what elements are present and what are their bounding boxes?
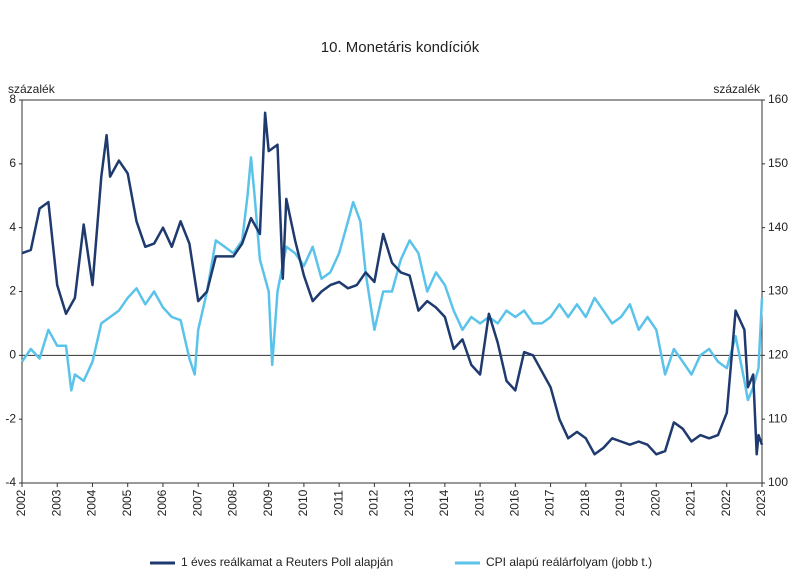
x-tick-label: 2016 xyxy=(508,489,522,516)
x-tick-label: 2002 xyxy=(14,489,28,516)
y2-tick-label: 120 xyxy=(768,348,788,362)
x-tick-label: 2007 xyxy=(190,489,204,516)
x-tick-label: 2013 xyxy=(402,489,416,516)
x-tick-label: 2017 xyxy=(543,489,557,516)
x-tick-label: 2003 xyxy=(49,489,63,516)
y-tick-label: 2 xyxy=(9,284,16,298)
x-tick-label: 2019 xyxy=(613,489,627,516)
y2-axis-label: százalék xyxy=(713,82,761,96)
x-tick-label: 2011 xyxy=(331,490,345,516)
x-tick-label: 2008 xyxy=(226,489,240,516)
x-tick-label: 2004 xyxy=(85,489,99,516)
x-tick-label: 2015 xyxy=(472,489,486,516)
x-tick-label: 2006 xyxy=(155,489,169,516)
x-tick-label: 2009 xyxy=(261,489,275,516)
x-tick-label: 2005 xyxy=(120,489,134,516)
x-tick-label: 2012 xyxy=(367,489,381,516)
y-axis-label: százalék xyxy=(8,82,56,96)
x-tick-label: 2010 xyxy=(296,489,310,516)
y2-tick-label: 100 xyxy=(768,475,788,489)
y2-tick-label: 130 xyxy=(768,284,788,298)
x-tick-label: 2020 xyxy=(648,489,662,516)
y2-tick-label: 110 xyxy=(768,411,787,425)
x-tick-label: 2023 xyxy=(754,489,768,516)
series-line xyxy=(21,111,764,456)
y-tick-label: 8 xyxy=(9,92,16,106)
chart-title: 10. Monetáris kondíciók xyxy=(321,39,480,56)
y-tick-label: -4 xyxy=(5,475,16,489)
legend-label: 1 éves reálkamat a Reuters Poll alapján xyxy=(181,555,393,569)
x-tick-label: 2021 xyxy=(684,489,698,516)
y-tick-label: 4 xyxy=(9,220,16,234)
y2-tick-label: 150 xyxy=(768,156,788,170)
series-line xyxy=(20,156,764,402)
legend-label: CPI alapú reálárfolyam (jobb t.) xyxy=(486,555,652,569)
y-tick-label: 6 xyxy=(9,156,16,170)
y-tick-label: -2 xyxy=(5,411,16,425)
x-tick-label: 2018 xyxy=(578,489,592,516)
y2-tick-label: 140 xyxy=(768,220,788,234)
y-tick-label: 0 xyxy=(9,348,16,362)
x-tick-label: 2014 xyxy=(437,489,451,516)
x-tick-label: 2022 xyxy=(719,489,733,516)
y2-tick-label: 160 xyxy=(768,92,788,106)
